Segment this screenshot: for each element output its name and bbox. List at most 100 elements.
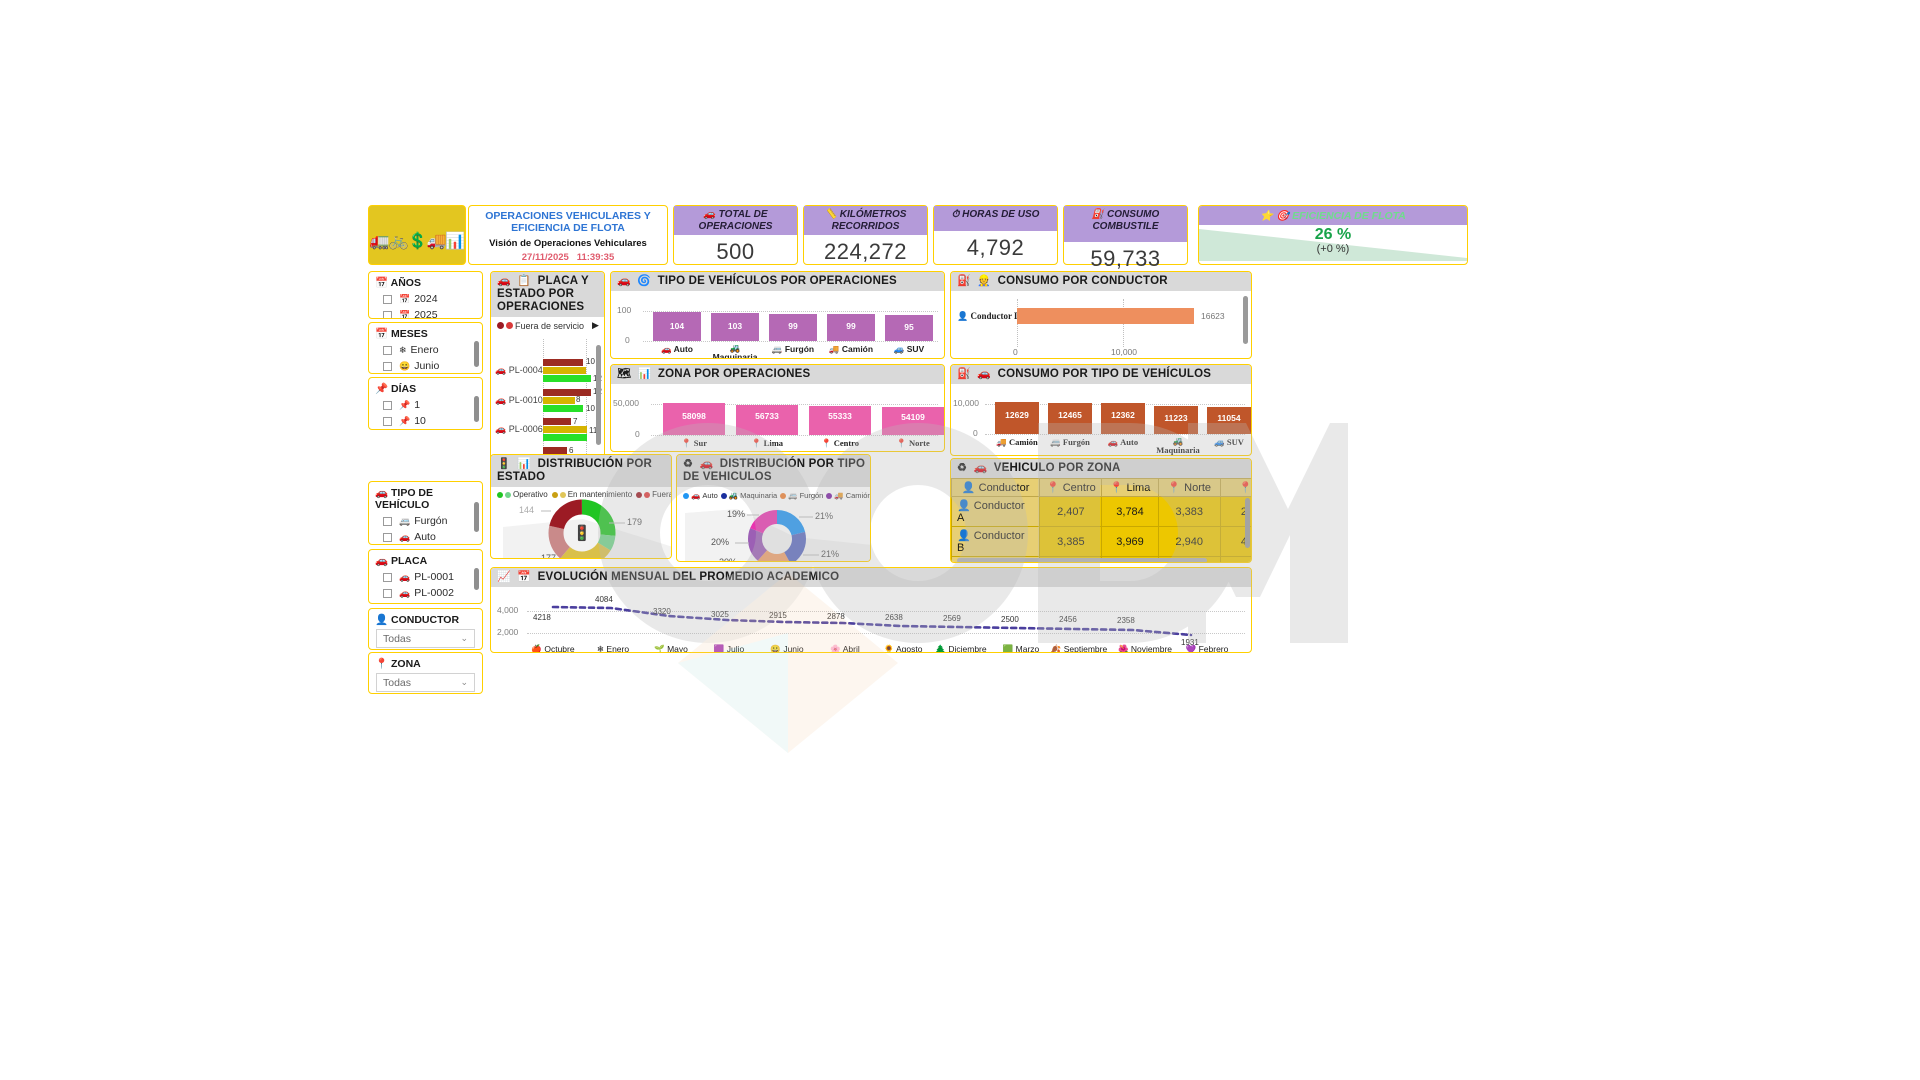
col-conductor[interactable]: 👤 Conductor <box>951 478 1041 497</box>
bar-lima[interactable] <box>736 404 798 435</box>
slicer-item[interactable]: 🚗 PL-0002 <box>369 585 482 601</box>
bar-centro[interactable] <box>809 405 871 435</box>
slicer-item[interactable]: ❄ Enero <box>369 342 482 358</box>
kpi-consumo-combustible[interactable]: ⛽ CONSUMO COMBUSTILE 59,733 <box>1063 205 1188 271</box>
bar-auto[interactable] <box>653 312 701 341</box>
barchart-icon: 📊 <box>517 458 532 470</box>
slicer-item[interactable]: 📌 1 <box>369 397 482 413</box>
col-norte[interactable]: 📍 Norte <box>1157 478 1221 497</box>
tractor-icon: 🚜 <box>729 343 741 353</box>
checkbox[interactable] <box>383 572 392 582</box>
bar-camion[interactable] <box>827 313 875 341</box>
bar-verde[interactable] <box>543 434 587 441</box>
bar-value: 55333 <box>828 411 852 421</box>
kpi-total-operaciones[interactable]: 🚗 TOTAL DE OPERACIONES 500 <box>673 205 798 265</box>
worker-icon: 👷 <box>977 275 992 287</box>
kpi-eficiencia-flota[interactable]: ⭐ 🎯 EFICIENCIA DE FLOTA 26 % (+0 %) <box>1198 205 1468 265</box>
slicer-conductor[interactable]: 👤 CONDUCTOR Todas ⌄ <box>368 608 483 650</box>
item-icon: 😀 <box>399 361 411 371</box>
table-row[interactable]: 👤 Conductor B 3,385 3,969 2,940 4, <box>951 526 1251 557</box>
item-label: Enero <box>410 344 439 356</box>
legend-next-arrow-icon[interactable]: ▶ <box>592 320 599 330</box>
slicer-dias[interactable]: 📌 DÍAS 📌1 📌10 📌11 <box>368 377 483 430</box>
bar-norte[interactable] <box>882 406 944 435</box>
chart-scrollbar[interactable] <box>1243 296 1248 344</box>
chart-scrollbar[interactable] <box>596 345 601 445</box>
slicer-item[interactable]: 🚐 Furgón <box>369 513 482 529</box>
slicer-anios[interactable]: 📅 AÑOS 📅 2024 📅 2025 <box>368 271 483 319</box>
bar-camion[interactable] <box>995 402 1039 434</box>
bar-suv[interactable] <box>885 314 933 341</box>
bar-rojo[interactable] <box>543 389 591 396</box>
table-row[interactable]: 👤 Conductor A 2,407 3,784 3,383 2, <box>951 496 1251 527</box>
traffic-light-icon: 🚦 <box>497 458 511 470</box>
bar-amarillo[interactable] <box>543 426 587 433</box>
bar-furgon[interactable] <box>769 313 817 341</box>
bar-furgon[interactable] <box>1048 402 1092 434</box>
slicer-item[interactable]: 🚗 PL-0001 <box>369 569 482 585</box>
slicer-scrollbar[interactable] <box>474 502 479 532</box>
slicer-item[interactable]: 😀 Junio <box>369 358 482 373</box>
point-value: 3025 <box>711 610 729 619</box>
card-title-line1: DISTRIBUCIÓN POR TIPO DE <box>683 458 866 483</box>
bar-sur[interactable] <box>663 403 725 435</box>
kpi-horas-uso[interactable]: ⏱ HORAS DE USO 4,792 <box>933 205 1058 265</box>
bar-rojo[interactable] <box>543 359 583 366</box>
bar-conductor-d[interactable] <box>1017 308 1194 324</box>
tipo-vehiculos-donut[interactable] <box>677 501 871 562</box>
slicer-item[interactable]: 📌 10 <box>369 413 482 429</box>
bar-rojo[interactable] <box>543 447 567 454</box>
checkbox[interactable] <box>383 532 392 542</box>
kpi-kilometros[interactable]: 📏 KILÓMETROS RECORRIDOS 224,272 <box>803 205 928 265</box>
vehiculo-zona-table-wrap[interactable]: 👤 Conductor 📍 Centro 📍 Lima 📍 Norte 📍 👤 … <box>951 478 1251 562</box>
slicer-item[interactable]: 📅 2024 <box>369 291 482 307</box>
legend-dot <box>497 491 503 498</box>
bar-amarillo[interactable] <box>543 367 586 374</box>
card-title: CONSUMO POR TIPO DE VEHÍCULOS <box>997 368 1212 380</box>
slicer-scrollbar[interactable] <box>474 341 479 367</box>
checkbox[interactable] <box>383 310 392 318</box>
card-distribucion-tipo-vehiculos: ♻ 🚗 DISTRIBUCIÓN POR TIPO DE VEHICULOS 🚗… <box>676 454 871 562</box>
checkbox[interactable] <box>383 400 392 410</box>
item-icon: 🚐 <box>399 516 411 526</box>
col-extra[interactable]: 📍 <box>1219 478 1251 497</box>
checkbox[interactable] <box>383 416 392 426</box>
slicer-item[interactable]: 🚗 PL-0003 <box>369 601 482 603</box>
slicer-item[interactable]: 🚗 Auto <box>369 529 482 544</box>
bar-verde[interactable] <box>543 375 591 382</box>
conductor-dropdown[interactable]: Todas ⌄ <box>376 629 475 648</box>
bar-amarillo[interactable] <box>543 397 575 404</box>
table-scrollbar-vertical[interactable] <box>1245 498 1250 548</box>
slicer-tipo-vehiculo[interactable]: 🚗 TIPO DE VEHÍCULO 🚐Furgón 🚗Auto 🚙SUV 🚚C… <box>368 481 483 545</box>
bar-auto[interactable] <box>1101 402 1145 434</box>
col-lima[interactable]: 📍 Lima <box>1101 478 1159 497</box>
bar-verde[interactable] <box>543 405 583 412</box>
slicer-meses[interactable]: 📅 MESES ❄Enero 😀Junio 🌸Abril <box>368 322 483 374</box>
bar-rojo[interactable] <box>543 418 571 425</box>
bar-suv[interactable] <box>1207 406 1251 434</box>
evolucion-line[interactable] <box>491 587 1252 653</box>
bar-maquinaria[interactable] <box>1154 406 1198 434</box>
bar-value: 10 <box>586 357 595 366</box>
bar-maquinaria[interactable] <box>711 312 759 341</box>
col-centro[interactable]: 📍 Centro <box>1039 478 1103 497</box>
estado-legend: Operativo En mantenimiento Fuera de s... <box>491 487 671 499</box>
slicer-scrollbar[interactable] <box>474 396 479 422</box>
table-scrollbar-horizontal[interactable] <box>957 558 1207 562</box>
slicer-item[interactable]: 📅 2025 <box>369 307 482 318</box>
checkbox[interactable] <box>383 588 392 598</box>
checkbox[interactable] <box>383 345 392 355</box>
kpi-label-line1: CONSUMO COMBUSTILE <box>1092 209 1160 232</box>
bar-value: 56733 <box>755 411 779 421</box>
slicer-placa[interactable]: 🚗 PLACA 🚗PL-0001 🚗PL-0002 🚗PL-0003 <box>368 549 483 604</box>
checkbox[interactable] <box>383 294 392 304</box>
checkbox[interactable] <box>383 361 392 371</box>
slicer-zona[interactable]: 📍 ZONA Todas ⌄ <box>368 652 483 694</box>
y-tick: 2,000 <box>497 627 519 637</box>
zona-dropdown[interactable]: Todas ⌄ <box>376 673 475 692</box>
checkbox[interactable] <box>383 516 392 526</box>
slicer-item[interactable]: 📌11 <box>369 429 482 430</box>
blossom-icon: 🌸 <box>830 644 841 653</box>
slicer-scrollbar[interactable] <box>474 568 479 590</box>
estado-donut[interactable]: 🚦 <box>491 499 672 559</box>
